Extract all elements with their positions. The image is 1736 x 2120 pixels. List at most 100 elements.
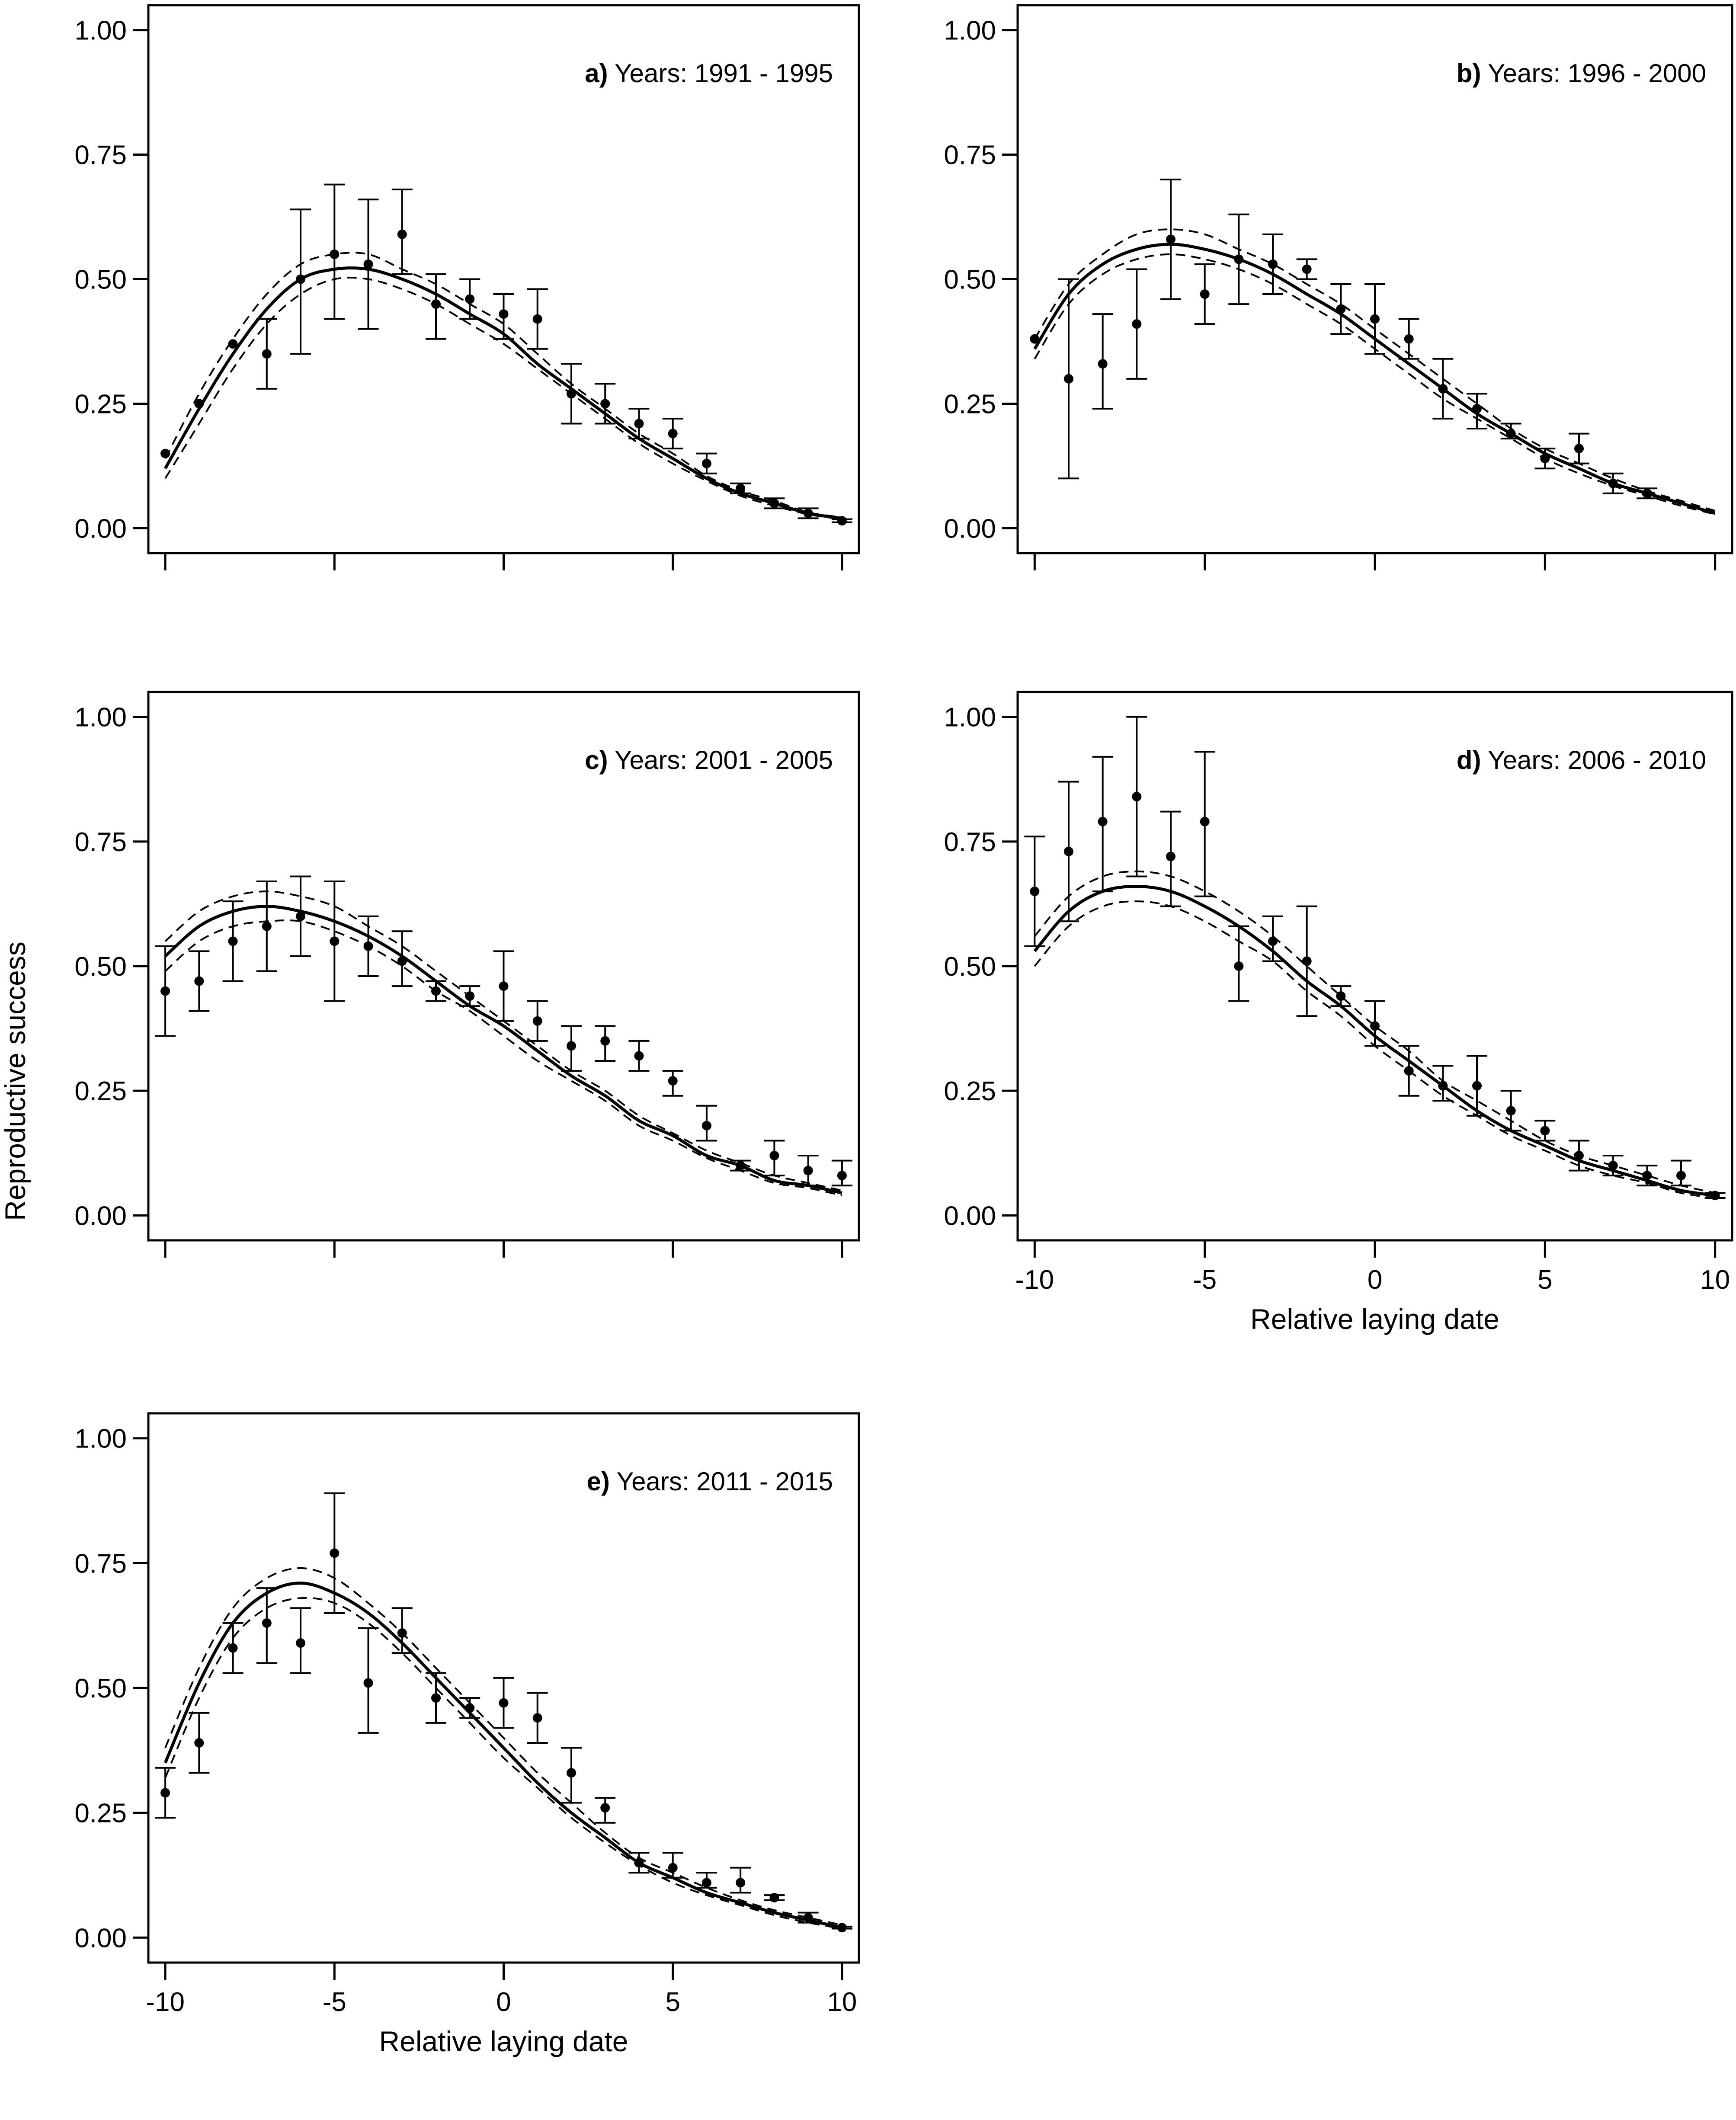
panel-d: 0.00 0.25 0.50 0.75 1.00 -10 -5 0 5 10 Relative la…: [944, 691, 1733, 1335]
data-point: [499, 1698, 509, 1708]
data-point: [837, 516, 847, 526]
data-point: [1234, 961, 1244, 971]
x-tick-label: 0: [1368, 1265, 1382, 1295]
data-point: [803, 508, 813, 518]
data-point: [1608, 1161, 1618, 1171]
data-point: [1540, 1126, 1550, 1136]
data-point: [1336, 304, 1346, 314]
data-point: [837, 1171, 847, 1181]
data-point: [330, 936, 340, 946]
y-tick-label: 0.75: [74, 827, 127, 857]
data-point: [1642, 1171, 1652, 1181]
data-point: [803, 1166, 813, 1175]
data-point: [363, 941, 373, 951]
panel-years: Years: 1991 - 1995: [608, 59, 833, 88]
fit-line: [163, 1581, 842, 1929]
data-point: [431, 986, 441, 996]
data-point: [262, 921, 272, 931]
data-point: [769, 498, 779, 508]
data-point: [160, 448, 170, 458]
data-point: [566, 1768, 576, 1778]
y-tick-label: 0.25: [944, 389, 996, 419]
data-point: [330, 249, 340, 259]
y-tick-label: 0.25: [944, 1076, 996, 1106]
y-tick-label: 1.00: [74, 16, 127, 46]
data-point: [465, 1703, 475, 1713]
data-point: [397, 229, 407, 239]
data-point: [330, 1548, 340, 1558]
data-point: [296, 1638, 306, 1648]
y-tick-label: 0.00: [74, 1923, 127, 1953]
y-tick-label: 0.50: [944, 265, 996, 295]
data-point: [1404, 334, 1414, 344]
data-point: [1030, 334, 1040, 344]
data-point: [701, 1878, 711, 1888]
data-point: [1200, 289, 1210, 299]
data-point: [701, 458, 711, 468]
fit-upper-ci-line: [164, 1567, 842, 1926]
x-tick-label: -5: [323, 1987, 346, 2017]
y-tick-label: 0.00: [944, 1201, 996, 1231]
data-point: [1710, 1191, 1720, 1201]
data-point: [228, 1643, 238, 1653]
x-tick-label: 10: [1700, 1265, 1730, 1295]
data-point: [1268, 259, 1278, 269]
panel-title: d) Years: 2006 - 2010: [1457, 746, 1706, 775]
x-tick-label: 10: [827, 1987, 857, 2017]
data-point: [1370, 1021, 1380, 1031]
data-point: [1370, 314, 1380, 324]
data-point: [1268, 936, 1278, 946]
fit-line: [164, 266, 842, 520]
y-tick-label: 1.00: [74, 1424, 127, 1454]
data-point: [1132, 319, 1142, 329]
data-point: [1676, 1171, 1686, 1181]
y-tick-label: 1.00: [944, 703, 996, 733]
data-point: [532, 1713, 542, 1723]
panel-years: Years: 2006 - 2010: [1481, 746, 1706, 775]
y-tick-label: 0.25: [74, 1799, 127, 1829]
fit-lower-ci-line: [164, 1597, 842, 1930]
fit-lower-ci-line: [1034, 900, 1715, 1199]
y-tick-label: 1.00: [944, 16, 996, 46]
fit-line: [1033, 885, 1716, 1197]
data-point: [600, 1803, 610, 1813]
data-point: [1438, 384, 1448, 394]
y-tick-label: 0.75: [74, 141, 127, 170]
data-point: [566, 389, 576, 399]
data-point: [566, 1041, 576, 1051]
x-tick-label: -10: [146, 1987, 185, 2017]
data-point: [668, 429, 678, 439]
data-point: [499, 309, 509, 319]
data-point: [1098, 817, 1108, 826]
data-point: [1098, 359, 1108, 369]
y-axis-title: Reproductive success: [0, 942, 31, 1221]
panel-letter: e): [587, 1467, 610, 1496]
data-point: [465, 294, 475, 304]
data-point: [532, 1016, 542, 1026]
data-point: [194, 976, 204, 986]
y-tick-label: 0.50: [74, 952, 127, 982]
data-point: [1030, 887, 1040, 897]
panel-b: 0.00 0.25 0.50 0.75 1.00 b) Years: 1996 - 200…: [944, 4, 1733, 570]
data-point: [194, 1738, 204, 1748]
data-point: [1608, 478, 1618, 488]
y-tick-label: 0.00: [74, 1201, 127, 1231]
data-point: [499, 981, 509, 991]
data-point: [736, 1161, 746, 1171]
fit-lower-ci-line: [164, 919, 842, 1197]
data-point: [1234, 254, 1244, 264]
panel-title: b) Years: 1996 - 2000: [1457, 59, 1706, 88]
x-tick-label: -5: [1193, 1265, 1217, 1295]
data-point: [1574, 1151, 1584, 1161]
panel-letter: c): [585, 746, 608, 775]
data-point: [701, 1121, 711, 1130]
data-point: [769, 1893, 779, 1902]
fit-upper-ci-line: [164, 252, 842, 519]
data-point: [363, 259, 373, 269]
x-tick-label: 5: [1537, 1265, 1552, 1295]
data-point: [1506, 1106, 1516, 1116]
data-point: [1642, 488, 1652, 498]
panel-a: 0.00 0.25 0.50 0.75 1.00 a) Years: 1991 - 199…: [74, 4, 860, 570]
data-point: [1064, 846, 1073, 856]
data-point: [668, 1076, 678, 1086]
